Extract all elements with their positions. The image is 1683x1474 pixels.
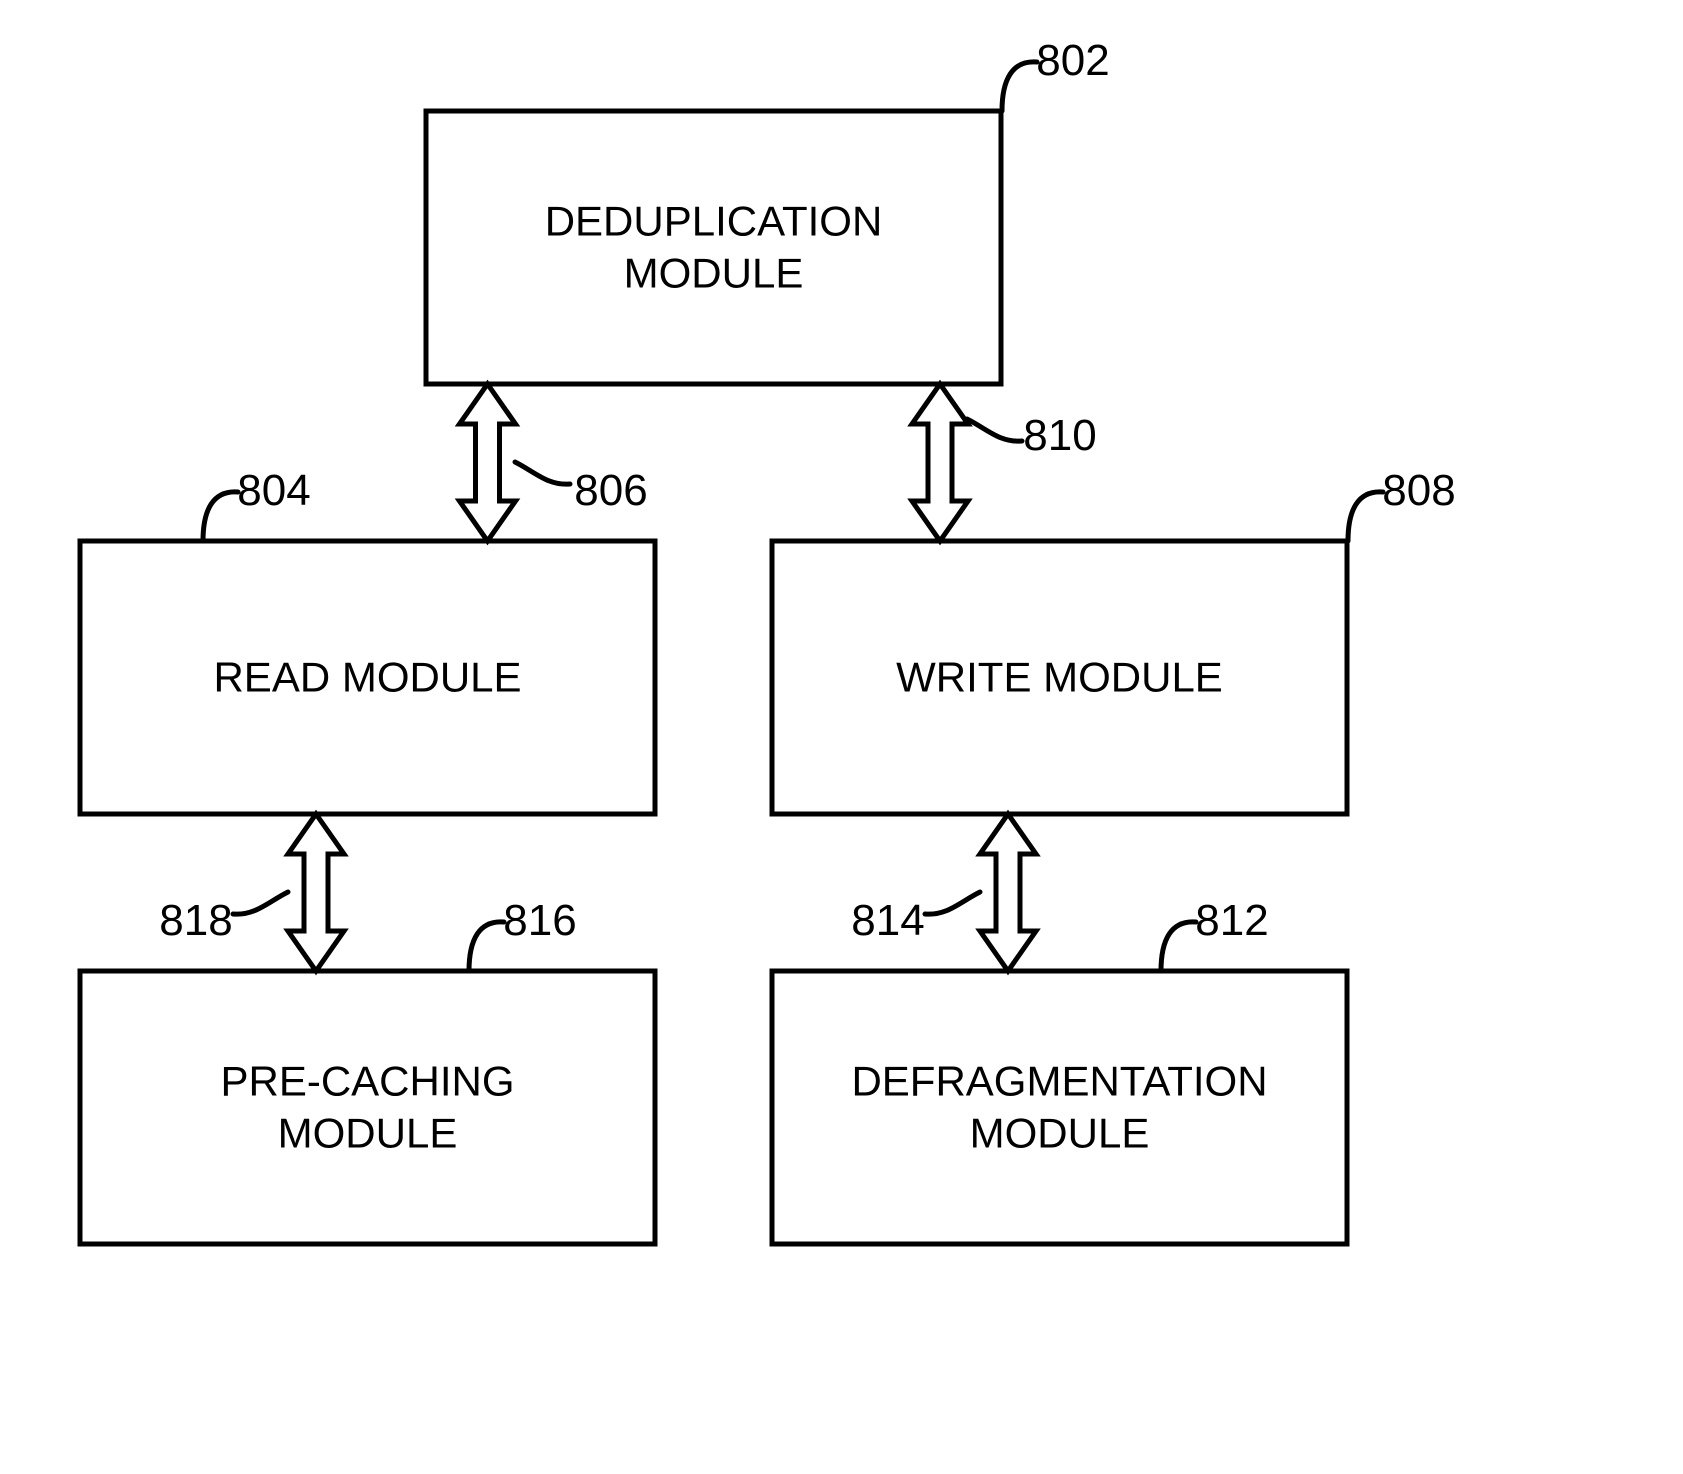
- ref-label: 812: [1195, 896, 1268, 945]
- node-label: WRITE MODULE: [896, 654, 1223, 701]
- node-label: DEFRAGMENTATION: [851, 1058, 1267, 1105]
- ref-label: 814: [851, 896, 924, 945]
- ref-r816: 816: [469, 896, 577, 971]
- ref-label: 818: [159, 896, 232, 945]
- module-diagram: DEDUPLICATION MODULE READ MODULE WRITE MODU…: [0, 0, 1683, 1474]
- node-label: MODULE: [970, 1110, 1150, 1157]
- ref-label: 804: [237, 466, 310, 515]
- node-label: DEDUPLICATION: [545, 198, 883, 245]
- ref-r814: 814: [851, 892, 980, 945]
- node-label: MODULE: [278, 1110, 458, 1157]
- ref-r804: 804: [203, 466, 311, 541]
- node-label: READ MODULE: [213, 654, 521, 701]
- node-label: MODULE: [624, 250, 804, 297]
- ref-r808: 808: [1348, 466, 1456, 541]
- node-dedup: DEDUPLICATION MODULE: [426, 111, 1001, 384]
- node-pre: PRE-CACHING MODULE: [80, 971, 655, 1244]
- edge-e806: [460, 384, 516, 541]
- ref-label: 806: [574, 466, 647, 515]
- ref-r802: 802: [1002, 36, 1110, 111]
- ref-label: 808: [1382, 466, 1455, 515]
- edge-e810: [912, 384, 968, 541]
- node-read: READ MODULE: [80, 541, 655, 814]
- node-label: PRE-CACHING: [220, 1058, 514, 1105]
- edge-e814: [980, 814, 1036, 971]
- ref-r810: 810: [967, 411, 1097, 460]
- ref-r812: 812: [1161, 896, 1269, 971]
- ref-label: 810: [1023, 411, 1096, 460]
- ref-label: 802: [1036, 36, 1109, 85]
- ref-r818: 818: [159, 892, 288, 945]
- ref-label: 816: [503, 896, 576, 945]
- ref-r806: 806: [515, 462, 648, 515]
- node-defrag: DEFRAGMENTATION MODULE: [772, 971, 1347, 1244]
- edge-e818: [288, 814, 344, 971]
- node-write: WRITE MODULE: [772, 541, 1347, 814]
